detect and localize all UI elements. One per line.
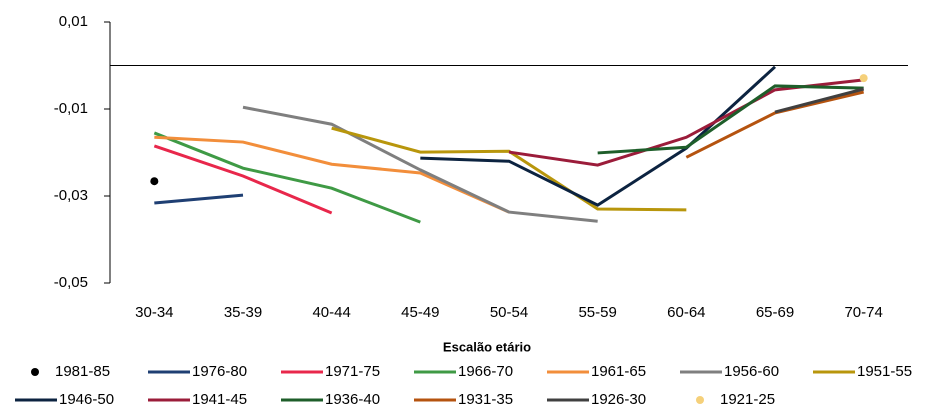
legend-label: 1956-60 [724,363,779,380]
legend-label: 1971-75 [325,363,380,380]
series-line [153,131,421,224]
x-axis-title: Escalão etário [443,339,531,354]
marker [859,74,868,83]
series-line [154,193,244,205]
legend-label: 1951-55 [857,363,912,380]
series-line [154,135,510,214]
series-line [597,84,864,155]
x-tick-label: 35-39 [224,304,262,321]
series-line [685,90,865,159]
x-tick-label: 30-34 [135,304,173,321]
x-tick-label: 40-44 [312,304,350,321]
legend-label: 1966-70 [458,363,513,380]
series-line [153,144,333,215]
x-tick-label: 45-49 [401,304,439,321]
x-tick-label: 60-64 [667,304,705,321]
legend-marker [696,396,704,404]
y-tick-label: -0,05 [54,274,88,291]
x-tick-label: 70-74 [844,304,882,321]
series-line [774,87,865,114]
series-line [331,126,687,212]
series-line [420,65,777,207]
x-tick-label: 65-69 [756,304,794,321]
legend-label: 1926-30 [591,391,646,408]
y-tick-label: -0,01 [54,100,88,117]
marker [150,177,159,186]
x-tick-label: 55-59 [578,304,616,321]
y-tick-label: 0,01 [59,13,88,30]
legend-label: 1936-40 [325,391,380,408]
y-tick-label: -0,03 [54,187,88,204]
legend-label: 1931-35 [458,391,513,408]
legend-label: 1976-80 [192,363,247,380]
legend-label: 1941-45 [192,391,247,408]
series-line [508,78,864,167]
series-line [242,105,598,223]
legend-label: 1946-50 [59,391,114,408]
legend-marker [31,368,39,376]
legend-label: 1981-85 [55,363,110,380]
legend-label: 1961-65 [591,363,646,380]
x-tick-label: 50-54 [490,304,528,321]
legend-label: 1921-25 [720,391,775,408]
